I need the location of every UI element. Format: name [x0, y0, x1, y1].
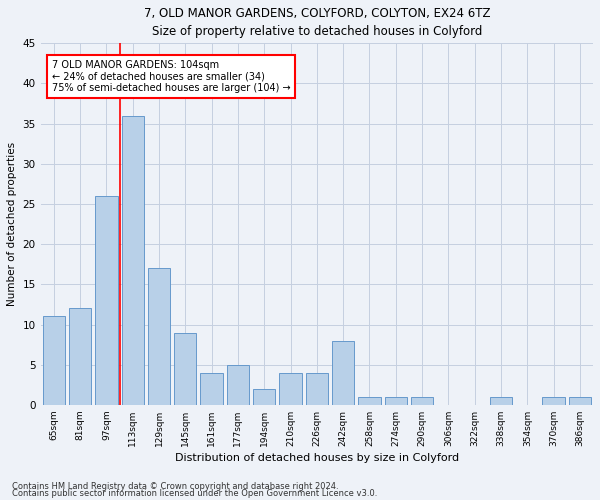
- Bar: [411, 397, 433, 405]
- Text: Contains HM Land Registry data © Crown copyright and database right 2024.: Contains HM Land Registry data © Crown c…: [12, 482, 338, 491]
- Bar: [95, 196, 118, 405]
- Bar: [253, 389, 275, 405]
- Bar: [358, 397, 380, 405]
- Bar: [569, 397, 591, 405]
- Bar: [332, 340, 355, 405]
- Bar: [490, 397, 512, 405]
- Bar: [200, 372, 223, 405]
- Bar: [542, 397, 565, 405]
- Text: Contains public sector information licensed under the Open Government Licence v3: Contains public sector information licen…: [12, 489, 377, 498]
- Bar: [227, 364, 249, 405]
- X-axis label: Distribution of detached houses by size in Colyford: Distribution of detached houses by size …: [175, 453, 459, 463]
- Title: 7, OLD MANOR GARDENS, COLYFORD, COLYTON, EX24 6TZ
Size of property relative to d: 7, OLD MANOR GARDENS, COLYFORD, COLYTON,…: [143, 7, 490, 38]
- Bar: [148, 268, 170, 405]
- Y-axis label: Number of detached properties: Number of detached properties: [7, 142, 17, 306]
- Text: 7 OLD MANOR GARDENS: 104sqm
← 24% of detached houses are smaller (34)
75% of sem: 7 OLD MANOR GARDENS: 104sqm ← 24% of det…: [52, 60, 290, 92]
- Bar: [43, 316, 65, 405]
- Bar: [122, 116, 144, 405]
- Bar: [69, 308, 91, 405]
- Bar: [305, 372, 328, 405]
- Bar: [174, 332, 196, 405]
- Bar: [385, 397, 407, 405]
- Bar: [280, 372, 302, 405]
